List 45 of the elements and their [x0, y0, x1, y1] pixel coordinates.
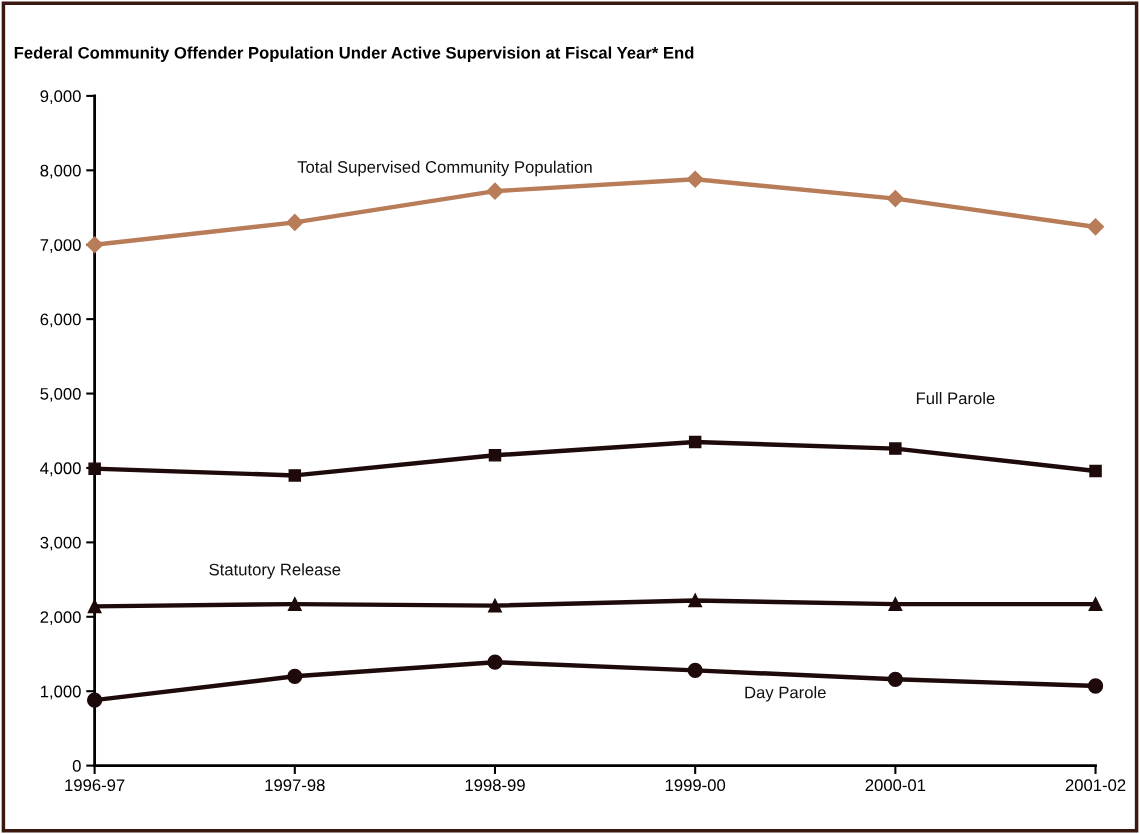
point [87, 599, 102, 614]
x-tick-label: 1999-00 [665, 779, 726, 792]
point [488, 598, 502, 613]
x-tick-label: 2001-02 [1065, 779, 1126, 792]
point [487, 654, 503, 670]
x-tick-label: 1998-99 [465, 779, 525, 792]
series-label: Day Parole [745, 686, 826, 702]
point [486, 182, 504, 200]
point [889, 442, 902, 455]
y-tick-label: 0 [72, 760, 81, 772]
text: Full Parole [916, 391, 995, 405]
y-tick-label: 1,000 [40, 685, 81, 700]
x-tick-label: 2000-01 [865, 779, 926, 792]
point [88, 462, 101, 475]
chart-title: Federal Community Offender Population Under Active Supervision at Fiscal Year* End [14, 46, 694, 62]
point [86, 236, 104, 254]
point [687, 662, 703, 679]
point [887, 671, 903, 687]
point [286, 213, 304, 231]
point [688, 435, 702, 449]
point [288, 469, 302, 482]
y-tick-label: 9,000 [40, 90, 81, 105]
point [488, 449, 502, 462]
x-tick-label: 1996-97 [65, 779, 125, 792]
series-label: Statutory Release [209, 563, 341, 579]
point [1087, 678, 1104, 694]
point [287, 668, 303, 684]
point [888, 597, 903, 612]
point [287, 597, 302, 612]
point [688, 593, 703, 608]
x-tick-label: 1997-98 [265, 779, 325, 792]
y-tick-label: 4,000 [40, 462, 81, 477]
y-tick-label: 2,000 [40, 611, 81, 625]
point [1088, 597, 1103, 612]
y-tick-label: 3,000 [40, 536, 81, 551]
point [1089, 464, 1102, 478]
y-tick-label: 8,000 [40, 164, 81, 179]
point [1086, 218, 1105, 236]
y-tick-label: 5,000 [40, 387, 81, 402]
point [86, 692, 103, 708]
series-label: Total Supervised Community Population [297, 160, 592, 177]
y-tick-label: 7,000 [40, 239, 81, 253]
point [686, 170, 704, 188]
point [886, 190, 904, 208]
y-tick-label: 6,000 [40, 313, 81, 328]
